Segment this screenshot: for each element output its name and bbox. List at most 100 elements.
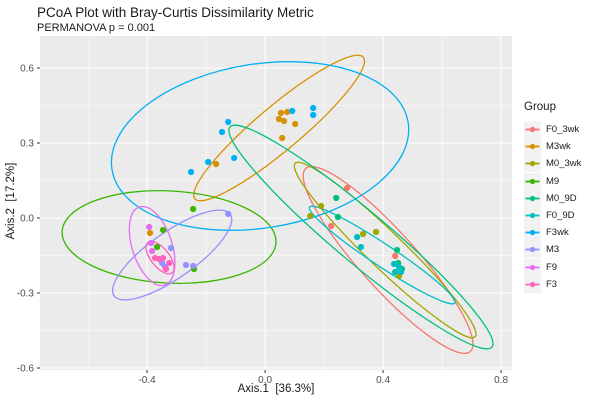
legend-key-glyph — [524, 241, 541, 259]
y-tick-label: -0.6 — [17, 364, 35, 375]
data-point-M0_3wk — [359, 230, 367, 238]
legend-item-F3wk: F3wk — [524, 224, 581, 242]
confidence-ellipse-F0_9D — [308, 205, 456, 305]
x-tick-label: 0.0 — [258, 375, 272, 386]
x-tick-label: 0.8 — [494, 375, 508, 386]
y-tick-label: 0.6 — [20, 64, 34, 75]
confidence-ellipse-M9 — [61, 190, 277, 284]
legend-key-glyph — [524, 172, 541, 190]
legend-label: M3 — [546, 244, 560, 256]
data-point-F3wk — [218, 128, 226, 136]
legend-label: M9 — [546, 175, 560, 187]
legend-title: Group — [524, 101, 556, 113]
data-point-M3 — [167, 244, 175, 252]
panel-background — [40, 36, 512, 370]
data-point-F0_3wk — [343, 184, 351, 192]
data-point-F3wk — [231, 154, 238, 162]
legend-key-glyph — [524, 275, 541, 293]
legend-key-glyph — [524, 224, 541, 242]
legend-label: M0_3wk — [546, 158, 582, 170]
confidence-ellipse-M0_9D — [228, 124, 494, 350]
legend-label: F3wk — [546, 227, 569, 239]
legend-item-M0_9D: M0_9D — [524, 189, 581, 207]
data-point-M9 — [154, 243, 161, 251]
confidence-ellipse-M3wk — [193, 54, 366, 202]
confidence-ellipse-F3wk — [110, 61, 410, 231]
data-point-F9 — [149, 247, 156, 255]
data-point-F3wk — [310, 104, 317, 112]
legend-item-F9: F9 — [524, 258, 581, 276]
data-point-M3wk — [213, 160, 220, 168]
legend-key-glyph — [524, 138, 541, 156]
data-point-M0_3wk — [318, 202, 325, 210]
data-point-F3wk — [310, 111, 317, 119]
data-point-F0_9D — [354, 233, 361, 241]
data-point-M0_3wk — [307, 212, 314, 220]
confidence-ellipse-F0_3wk — [302, 165, 474, 355]
data-point-F0_9D — [357, 243, 365, 251]
data-point-M3 — [225, 210, 232, 218]
data-point-M0_3wk — [372, 228, 380, 236]
x-tick-label: -0.4 — [138, 375, 156, 386]
data-point-F0_3wk — [328, 222, 335, 230]
data-point-F9 — [146, 223, 153, 231]
y-tick-label: -0.3 — [17, 289, 35, 300]
data-point-F3wk — [187, 168, 195, 176]
data-point-M0_9D — [334, 213, 342, 221]
data-point-F0_9D — [397, 268, 405, 276]
legend-label: F9 — [546, 261, 558, 273]
data-point-M3 — [182, 261, 190, 269]
legend-key-glyph — [524, 207, 541, 225]
y-axis-title: Axis.2 [17.2%] — [5, 162, 17, 240]
data-point-F0_9D — [392, 268, 399, 276]
confidence-ellipse-M0_3wk — [293, 161, 477, 339]
data-point-M3wk — [280, 117, 288, 125]
data-point-F3wk — [289, 107, 296, 115]
legend-key-glyph — [524, 121, 541, 139]
data-point-M3wk — [277, 109, 285, 117]
legend-item-F0_9D: F0_9D — [524, 207, 581, 225]
legend-item-M0_3wk: M0_3wk — [524, 155, 582, 173]
legend-label: F0_9D — [546, 210, 575, 222]
legend-key-glyph — [524, 189, 541, 207]
data-point-F3 — [162, 265, 170, 273]
data-point-M3wk — [292, 120, 299, 128]
data-point-M3wk — [146, 229, 154, 237]
data-point-M0_9D — [393, 246, 401, 254]
data-point-F0_9D — [390, 260, 398, 268]
data-point-F3 — [159, 254, 167, 262]
plot-subtitle: PERMANOVA p = 0.001 — [37, 22, 156, 34]
plot-title: PCoA Plot with Bray-Curtis Dissimilarity… — [37, 5, 314, 20]
legend-label: F3 — [546, 278, 558, 290]
legend-key-glyph — [524, 258, 541, 276]
legend-key-glyph — [524, 155, 541, 173]
y-tick-label: 0.0 — [20, 214, 34, 225]
x-axis-title: Axis.1 [36.3%] — [237, 383, 315, 395]
confidence-ellipse-F3 — [145, 240, 175, 275]
confidence-ellipse-F9 — [128, 205, 176, 287]
legend-label: F0_3wk — [546, 124, 580, 136]
data-point-M3wk — [284, 108, 291, 116]
legend-item-F3: F3 — [524, 275, 581, 293]
legend-label: M0_9D — [546, 192, 577, 204]
data-point-F3wk — [205, 158, 212, 166]
data-point-M9 — [159, 226, 167, 234]
legend-item-M3wk: M3wk — [524, 138, 581, 156]
data-point-M3wk — [279, 134, 286, 142]
legend-items: F0_3wk M3wk M0_3wk M9 M0_9D F0_9D F3wk M… — [524, 121, 581, 293]
x-tick-label: 0.4 — [376, 375, 390, 386]
legend-item-M3: M3 — [524, 241, 581, 259]
data-point-M0_9D — [333, 194, 340, 202]
data-point-M9 — [190, 205, 197, 213]
legend-item-F0_3wk: F0_3wk — [524, 121, 581, 139]
data-point-F0_9D — [395, 263, 403, 271]
data-point-F0_3wk — [392, 252, 399, 260]
data-point-F3 — [166, 259, 173, 267]
data-point-M3 — [190, 262, 197, 270]
legend: Group F0_3wk M3wk M0_3wk M9 M0_9D F0_9D … — [524, 101, 581, 293]
legend-label: M3wk — [546, 141, 571, 153]
y-tick-label: 0.3 — [20, 139, 34, 150]
data-point-F9 — [148, 239, 155, 247]
